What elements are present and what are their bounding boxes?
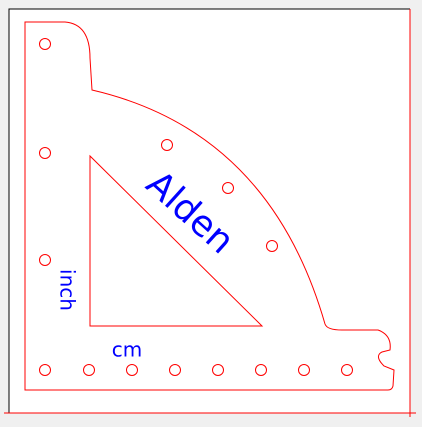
- unit-label-inch: inch: [56, 269, 80, 311]
- hole: [39, 38, 51, 50]
- template-outline: [24, 21, 395, 391]
- hole: [161, 139, 173, 151]
- hole: [298, 364, 310, 376]
- hole: [255, 364, 267, 376]
- hole: [341, 364, 353, 376]
- sheet-border-top-left: [8, 8, 410, 413]
- hole: [83, 364, 95, 376]
- hole: [39, 147, 51, 159]
- unit-label-cm: cm: [112, 338, 142, 362]
- sheet: [9, 9, 410, 413]
- hole: [212, 364, 224, 376]
- hole: [39, 254, 51, 266]
- hole: [222, 182, 234, 194]
- hole: [266, 240, 278, 252]
- hole: [126, 364, 138, 376]
- hole: [39, 364, 51, 376]
- hole: [169, 364, 181, 376]
- triangle-cutout: [89, 154, 264, 327]
